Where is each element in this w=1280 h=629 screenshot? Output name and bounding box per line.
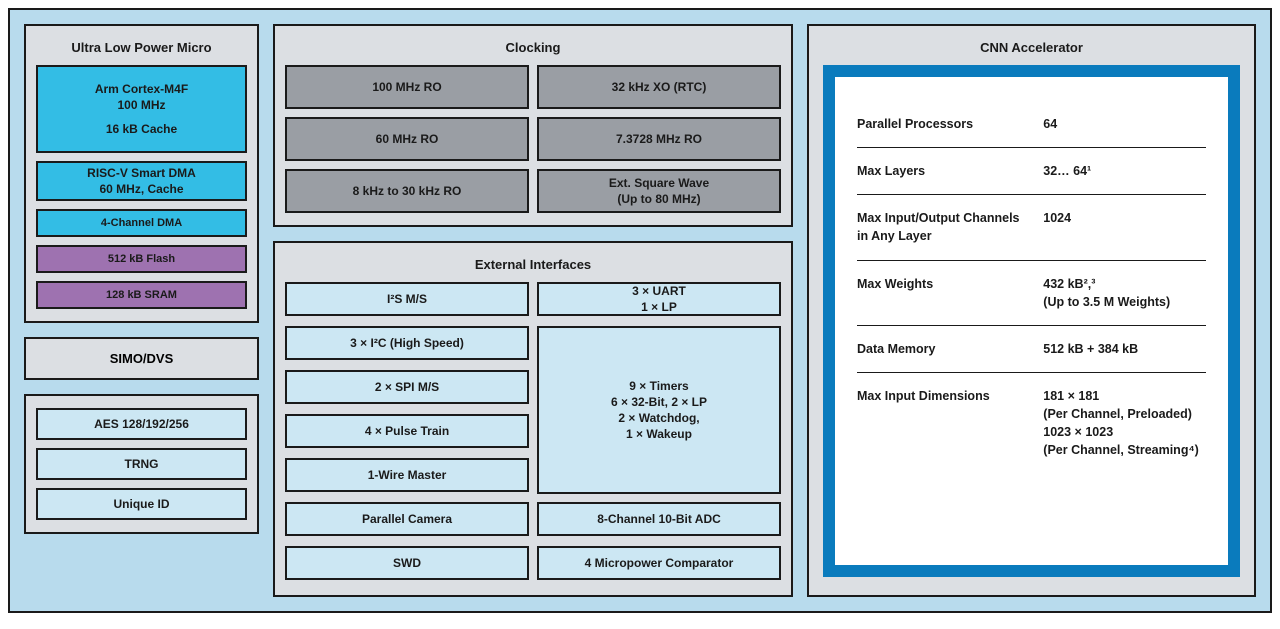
timers-block: 9 × Timers 6 × 32-Bit, 2 × LP 2 × Watchd… (537, 326, 781, 494)
clocking-panel: Clocking 100 MHz RO 32 kHz XO (RTC) 60 M… (273, 24, 793, 227)
cortex-block: Arm Cortex-M4F 100 MHz 16 kB Cache (36, 65, 247, 153)
ulpm-title: Ultra Low Power Micro (36, 36, 247, 65)
security-panel: AES 128/192/256 TRNG Unique ID (24, 394, 259, 534)
riscv-block: RISC-V Smart DMA 60 MHz, Cache (36, 161, 247, 201)
clk-ext-l2: (Up to 80 MHz) (617, 191, 700, 207)
cnn-row-value: 181 × 181(Per Channel, Preloaded)1023 × … (1043, 387, 1206, 460)
i2s-block: I²S M/S (285, 282, 529, 316)
flash-block: 512 kB Flash (36, 245, 247, 273)
block-diagram: Ultra Low Power Micro Arm Cortex-M4F 100… (8, 8, 1272, 613)
cortex-line1: Arm Cortex-M4F (95, 81, 188, 97)
cnn-row-label: Parallel Processors (857, 115, 1033, 133)
adc-block: 8-Channel 10-Bit ADC (537, 502, 781, 536)
ulpm-panel: Ultra Low Power Micro Arm Cortex-M4F 100… (24, 24, 259, 323)
cnn-row: Max Weights 432 kB²,³(Up to 3.5 M Weights… (857, 261, 1206, 326)
comp-block: 4 Micropower Comparator (537, 546, 781, 580)
timers-l3: 2 × Watchdog, (618, 410, 699, 426)
ext-title: External Interfaces (285, 253, 781, 282)
cnn-row-value: 432 kB²,³(Up to 3.5 M Weights) (1043, 275, 1206, 311)
cnn-row-value: 32… 64¹ (1043, 162, 1206, 180)
cnn-row-label: Max Input Dimensions (857, 387, 1033, 460)
cnn-row: Max Input Dimensions181 × 181(Per Channe… (857, 373, 1206, 474)
cnn-row-value: 64 (1043, 115, 1206, 133)
cnn-row: Max Layers 32… 64¹ (857, 148, 1206, 195)
right-column: CNN Accelerator Parallel Processors 64 Max… (807, 24, 1256, 597)
cnn-row: Parallel Processors 64 (857, 101, 1206, 148)
cnn-row-label: Max Input/Output Channels in Any Layer (857, 209, 1033, 245)
cnn-panel: CNN Accelerator Parallel Processors 64 Max… (807, 24, 1256, 597)
clk-32khz-xo: 32 kHz XO (RTC) (537, 65, 781, 109)
cnn-row-value: 512 kB + 384 kB (1043, 340, 1206, 358)
clocking-title: Clocking (285, 36, 781, 65)
uart-l1: 3 × UART (632, 283, 686, 299)
riscv-line2: 60 MHz, Cache (99, 181, 183, 197)
i2c-block: 3 × I²C (High Speed) (285, 326, 529, 360)
cortex-line3: 16 kB Cache (106, 121, 177, 137)
cnn-title: CNN Accelerator (823, 36, 1240, 65)
cnn-row-label: Max Layers (857, 162, 1033, 180)
pcam-block: Parallel Camera (285, 502, 529, 536)
uart-l2: 1 × LP (641, 299, 677, 315)
trng-block: TRNG (36, 448, 247, 480)
middle-column: Clocking 100 MHz RO 32 kHz XO (RTC) 60 M… (273, 24, 793, 597)
clk-60mhz: 60 MHz RO (285, 117, 529, 161)
cnn-spec-table: Parallel Processors64Max Layers32… 64¹Ma… (823, 65, 1240, 577)
cnn-row-label: Max Weights (857, 275, 1033, 311)
cnn-row-label: Data Memory (857, 340, 1033, 358)
clk-8-30khz: 8 kHz to 30 kHz RO (285, 169, 529, 213)
clk-ext-l1: Ext. Square Wave (609, 175, 709, 191)
spi-block: 2 × SPI M/S (285, 370, 529, 404)
ptrain-block: 4 × Pulse Train (285, 414, 529, 448)
swd-block: SWD (285, 546, 529, 580)
sram-block: 128 kB SRAM (36, 281, 247, 309)
timers-l4: 1 × Wakeup (626, 426, 692, 442)
uid-block: Unique ID (36, 488, 247, 520)
timers-l2: 6 × 32-Bit, 2 × LP (611, 394, 707, 410)
simo-block: SIMO/DVS (24, 337, 259, 380)
cnn-row-value: 1024 (1043, 209, 1206, 245)
aes-block: AES 128/192/256 (36, 408, 247, 440)
riscv-line1: RISC-V Smart DMA (87, 165, 196, 181)
cortex-line2: 100 MHz (117, 97, 165, 113)
clk-ext-square: Ext. Square Wave (Up to 80 MHz) (537, 169, 781, 213)
left-column: Ultra Low Power Micro Arm Cortex-M4F 100… (24, 24, 259, 597)
dma-block: 4-Channel DMA (36, 209, 247, 237)
clk-100mhz: 100 MHz RO (285, 65, 529, 109)
onewire-block: 1-Wire Master (285, 458, 529, 492)
clk-7_3728mhz: 7.3728 MHz RO (537, 117, 781, 161)
cnn-row: Data Memory 512 kB + 384 kB (857, 326, 1206, 373)
uart-block: 3 × UART 1 × LP (537, 282, 781, 316)
cnn-row: Max Input/Output Channels in Any Layer 10… (857, 195, 1206, 260)
timers-l1: 9 × Timers (629, 378, 688, 394)
ext-interfaces-panel: External Interfaces I²S M/S 3 × I²C (Hig… (273, 241, 793, 597)
